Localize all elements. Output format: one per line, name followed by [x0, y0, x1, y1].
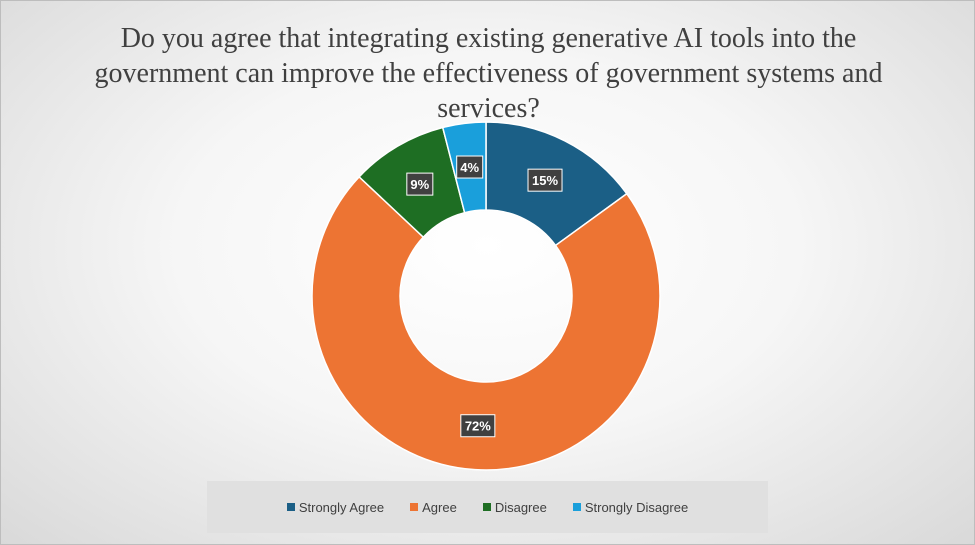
slice-agree	[311, 175, 661, 471]
legend-swatch	[410, 503, 419, 511]
data-label-agree: 72%	[460, 414, 496, 438]
legend-item-agree: Agree	[410, 500, 457, 515]
legend-label: Agree	[422, 499, 457, 515]
legend-item-strongly-disagree: Strongly Disagree	[572, 499, 689, 515]
svg-text:72%: 72%	[465, 419, 491, 434]
svg-text:9%: 9%	[410, 177, 429, 192]
legend-swatch	[572, 503, 581, 511]
chart-title: Do you agree that integrating existing g…	[94, 23, 883, 124]
data-label-disagree: 9%	[406, 172, 434, 196]
legend-swatch	[286, 503, 295, 511]
chart-legend: Strongly Agree Agree Disagree Strongly Disa…	[207, 481, 768, 533]
legend-label: Strongly Disagree	[584, 499, 689, 515]
legend-label: Strongly Agree	[298, 499, 385, 515]
svg-text:4%: 4%	[460, 160, 479, 175]
data-label-strongly-disagree: 4%	[456, 155, 484, 179]
data-label-strongly-agree: 15%	[527, 168, 563, 192]
legend-item-strongly-agree: Strongly Agree	[286, 499, 385, 515]
legend-swatch	[482, 503, 491, 511]
legend-label: Disagree	[494, 499, 547, 515]
svg-text:15%: 15%	[532, 173, 558, 188]
legend-item-disagree: Disagree	[482, 499, 547, 515]
